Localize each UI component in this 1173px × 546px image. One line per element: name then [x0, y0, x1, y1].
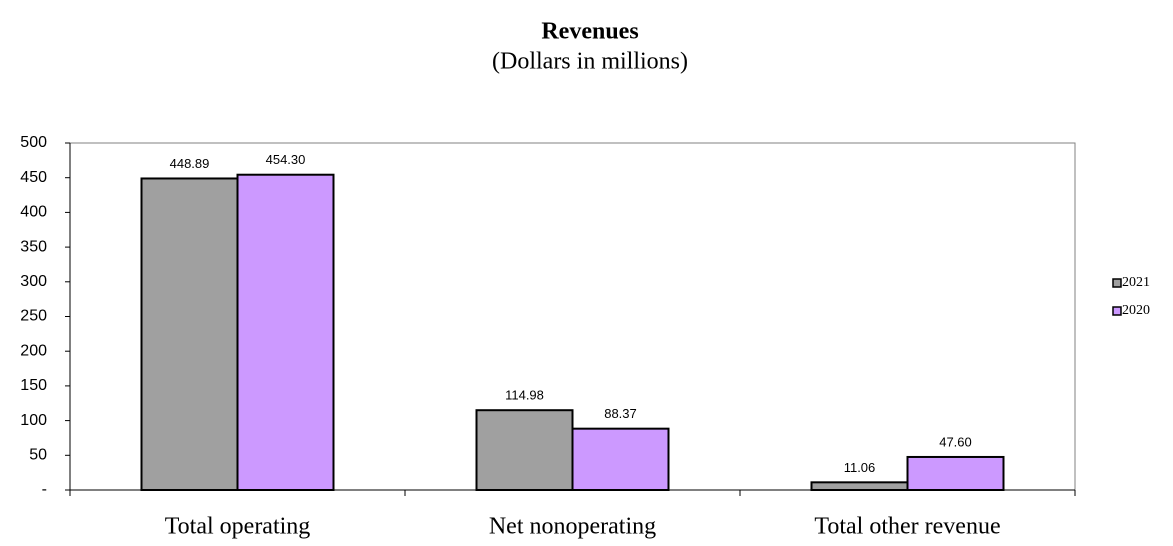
- data-label: 47.60: [939, 434, 972, 449]
- bar: [236, 173, 335, 492]
- legend-swatch: [1112, 306, 1122, 316]
- y-tick-label: 100: [20, 412, 47, 429]
- bar: [810, 481, 909, 492]
- chart-title: Revenues: [541, 19, 638, 45]
- data-label: 114.98: [505, 388, 544, 403]
- y-tick-label: 400: [20, 204, 47, 221]
- x-tick-label: Net nonoperating: [489, 514, 656, 540]
- legend-label: 2020: [1122, 303, 1150, 318]
- bar: [140, 177, 239, 491]
- data-label: 11.06: [844, 460, 876, 475]
- y-tick-label: -: [42, 481, 47, 498]
- chart-subtitle: (Dollars in millions): [492, 49, 688, 75]
- y-tick-label: 200: [20, 342, 47, 359]
- legend-swatch: [1112, 278, 1122, 288]
- legend-label: 2021: [1122, 275, 1150, 290]
- bar: [571, 427, 670, 492]
- data-label: 88.37: [604, 406, 637, 421]
- bar: [475, 409, 574, 492]
- data-label: 454.30: [266, 152, 306, 167]
- y-tick-label: 150: [20, 377, 47, 394]
- x-tick-label: Total operating: [165, 514, 311, 540]
- y-tick-label: 50: [29, 447, 47, 464]
- y-tick-label: 350: [20, 238, 47, 255]
- y-tick-label: 500: [20, 134, 47, 151]
- y-tick-label: 250: [20, 308, 47, 325]
- data-label: 448.89: [170, 156, 210, 171]
- y-tick-label: 450: [20, 169, 47, 186]
- x-tick-label: Total other revenue: [814, 514, 1000, 540]
- bar: [906, 455, 1005, 492]
- y-tick-label: 300: [20, 273, 47, 290]
